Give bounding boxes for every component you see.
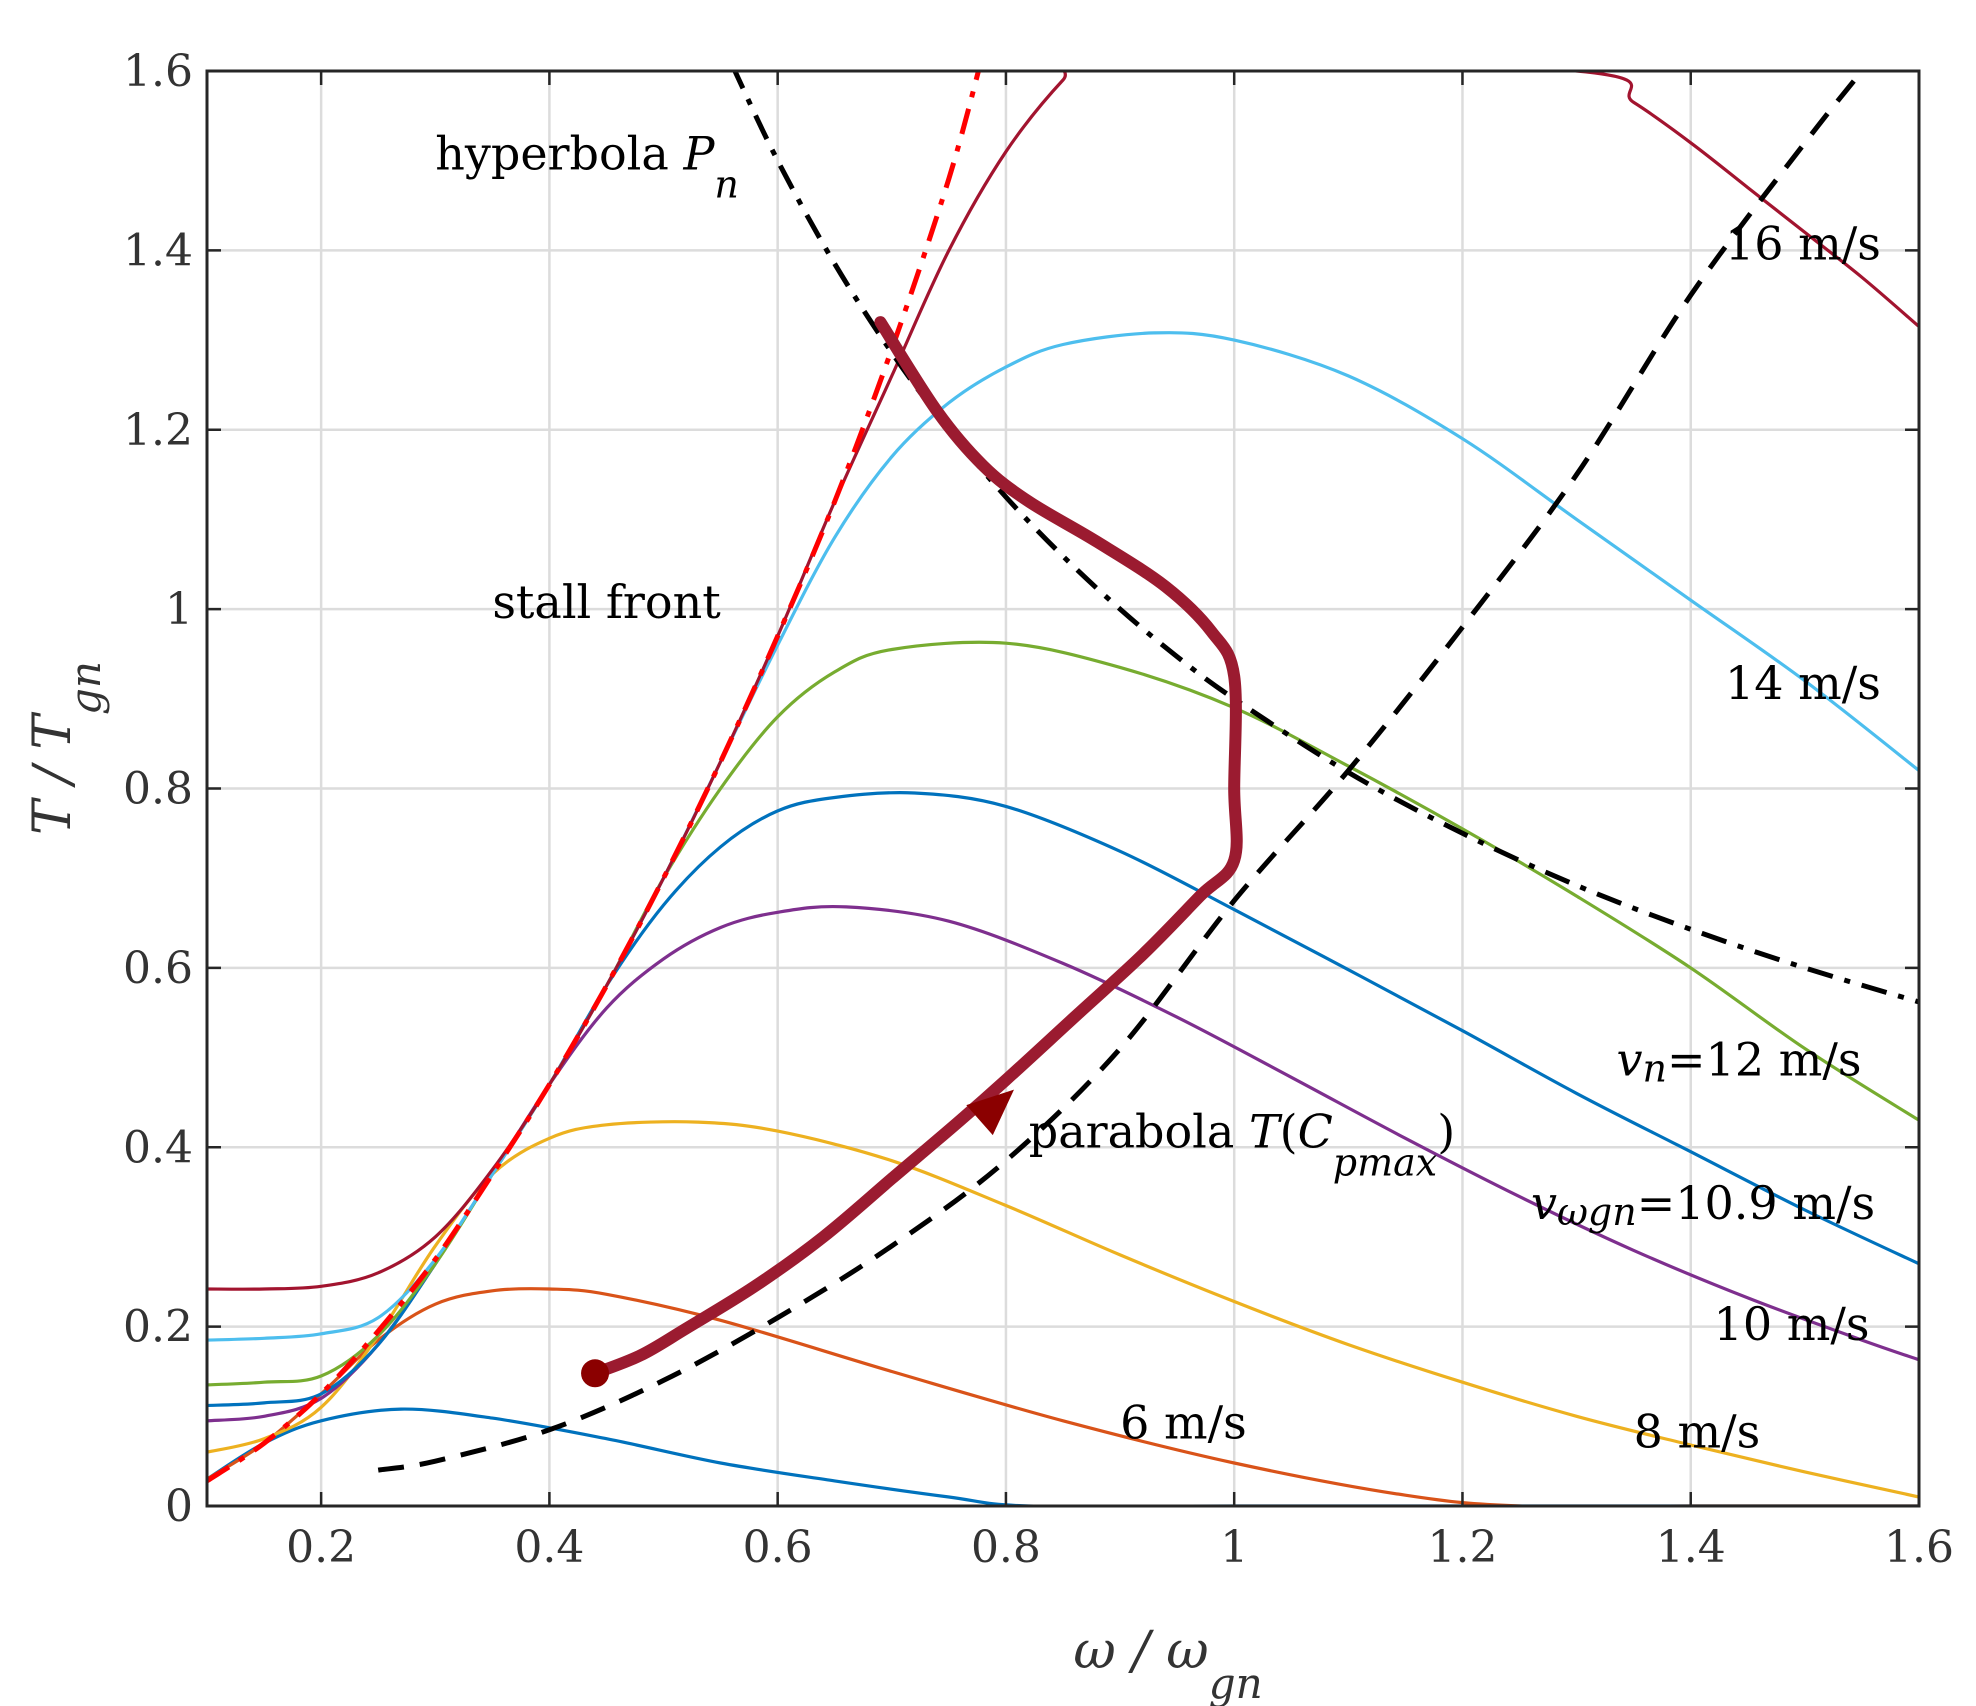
y-tick-label: 1.6	[123, 46, 193, 97]
x-tick-label: 1.4	[1656, 1522, 1726, 1573]
y-tick-label: 1	[165, 584, 193, 635]
x-axis-label: ω / ωgn	[1073, 1621, 1262, 1706]
trajectory-start-marker	[581, 1359, 610, 1388]
x-tick-label: 0.8	[971, 1522, 1041, 1573]
annotation-parabola: parabola T(Cpmax)	[1029, 1104, 1455, 1184]
x-tick-label: 1	[1220, 1522, 1248, 1573]
y-axis-label: T / Tgn	[23, 661, 110, 835]
wind-speed-curve	[207, 71, 1919, 1291]
operating-trajectory	[581, 316, 1243, 1388]
y-tick-label: 1.4	[123, 225, 193, 276]
y-tick-label: 0.4	[123, 1122, 193, 1173]
annotation-v12: vn=12 m/s	[1617, 1033, 1862, 1091]
x-tick-label: 0.2	[286, 1522, 356, 1573]
y-tick-label: 0.2	[123, 1302, 193, 1353]
y-tick-label: 0	[165, 1481, 193, 1532]
plot-curves	[207, 71, 1919, 1506]
axis-ticks: 0.2 0.4 0.6 0.8 1 1.2 1.4 1.6 0 0.2 0.4 0.6 0.8 1 1.2 1…	[123, 46, 1954, 1573]
y-tick-label: 0.8	[123, 764, 193, 815]
wind-speed-curve	[207, 331, 1919, 1342]
y-tick-label: 0.6	[123, 943, 193, 994]
y-tick-label: 1.2	[123, 405, 193, 456]
annotation-v16: 16 m/s	[1725, 216, 1881, 270]
annotation-v6: 6 m/s	[1120, 1396, 1247, 1450]
wind-speed-curve	[207, 640, 1919, 1387]
wind-speed-curve	[207, 1287, 1919, 1506]
parabola-curve	[377, 71, 1864, 1473]
annotations: hyperbola Pn stall front parabola T(Cpmax)…	[435, 127, 1881, 1459]
x-tick-label: 0.6	[743, 1522, 813, 1573]
annotation-stall: stall front	[492, 575, 721, 629]
clipped-curves	[207, 71, 1919, 1506]
x-tick-label: 1.2	[1427, 1522, 1497, 1573]
annotation-v14: 14 m/s	[1725, 656, 1881, 710]
x-tick-label: 0.4	[514, 1522, 584, 1573]
annotation-v109: vωgn=10.9 m/s	[1531, 1176, 1875, 1234]
trajectory-path	[589, 316, 1243, 1380]
annotation-hyperbola: hyperbola Pn	[435, 127, 739, 207]
trajectory-arrow	[966, 1089, 1014, 1136]
x-tick-label: 1.6	[1884, 1522, 1954, 1573]
hyperbola-curve	[732, 71, 1919, 1005]
annotation-v8: 8 m/s	[1634, 1405, 1761, 1459]
annotation-v10: 10 m/s	[1714, 1297, 1870, 1351]
